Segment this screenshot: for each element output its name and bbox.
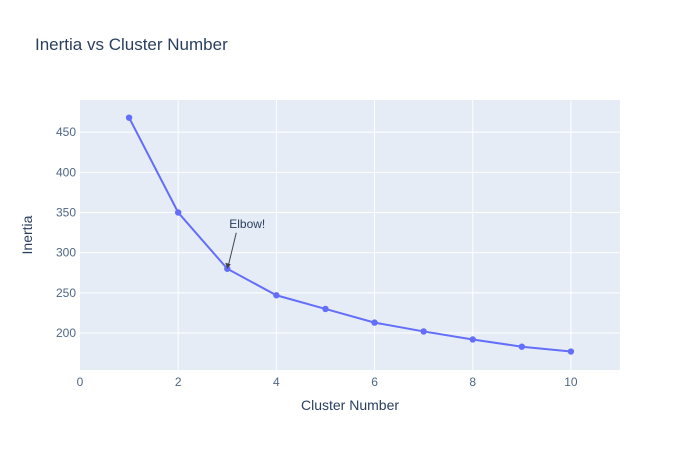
- x-tick-label: 0: [77, 375, 84, 389]
- data-point: [420, 328, 427, 335]
- y-axis-ticks: 200 250 300 350 400 450: [56, 125, 76, 340]
- data-point: [567, 348, 575, 355]
- annotation-arrow: [227, 232, 237, 266]
- y-tick-label: 200: [56, 326, 76, 340]
- annotation-layer: Elbow!: [225, 217, 265, 269]
- series-line: [128, 117, 572, 353]
- x-axis-label: Cluster Number: [301, 397, 399, 413]
- series-layer: [125, 114, 575, 355]
- x-axis-ticks: 0 2 4 6 8 10: [77, 375, 578, 389]
- gridlines: [80, 100, 620, 370]
- x-tick-label: 10: [564, 375, 578, 389]
- data-point: [174, 209, 182, 216]
- y-axis-label: Inertia: [19, 215, 35, 254]
- data-point: [371, 319, 378, 326]
- annotation-arrowhead: [225, 262, 231, 269]
- data-point: [273, 292, 280, 299]
- y-tick-label: 400: [56, 165, 76, 179]
- data-point: [322, 305, 329, 313]
- y-tick-label: 250: [56, 286, 76, 300]
- data-point: [518, 343, 526, 350]
- chart-title: Inertia vs Cluster Number: [35, 35, 228, 54]
- x-tick-label: 2: [175, 375, 182, 389]
- y-tick-label: 300: [56, 246, 76, 260]
- data-point: [469, 336, 476, 343]
- data-point: [125, 114, 133, 121]
- annotation-label: Elbow!: [229, 217, 265, 231]
- y-tick-label: 350: [56, 206, 76, 220]
- x-tick-label: 8: [469, 375, 476, 389]
- y-tick-label: 450: [56, 125, 76, 139]
- x-tick-label: 4: [273, 375, 280, 389]
- x-tick-label: 6: [371, 375, 378, 389]
- plot-area: [80, 100, 620, 370]
